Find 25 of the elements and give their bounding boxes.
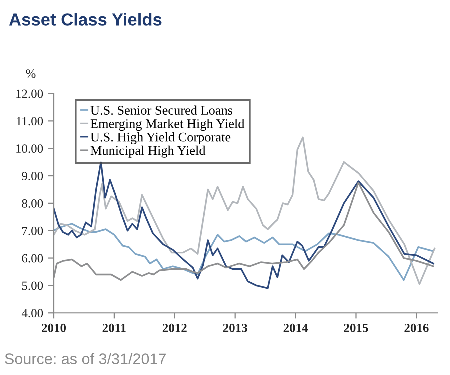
y-tick-label: 9.00 — [22, 172, 44, 181]
legend-label: U.S. High Yield Corporate — [90, 132, 231, 144]
legend-label: Municipal High Yield — [90, 146, 206, 158]
source-note: Source: as of 3/31/2017 — [5, 353, 166, 364]
line-series — [54, 223, 434, 282]
x-tick-label: 2012 — [162, 324, 187, 332]
y-tick-label: 11.00 — [17, 117, 44, 126]
y-tick-label: 4.00 — [22, 309, 44, 318]
y-tick-label: 6.00 — [22, 254, 44, 263]
chart-title: Asset Class Yields — [9, 13, 162, 26]
x-tick-label: 2010 — [42, 324, 66, 332]
line-series — [54, 161, 434, 290]
y-tick-label: 12.00 — [16, 90, 44, 98]
x-tick-label: 2011 — [102, 324, 126, 332]
y-tick-label: 7.00 — [22, 226, 44, 236]
x-tick-label: 2016 — [404, 324, 429, 332]
y-tick-label: 5.00 — [22, 282, 44, 290]
x-tick-label: 2015 — [344, 324, 368, 332]
legend-label: Emerging Market High Yield — [90, 119, 245, 132]
x-tick-label: 2013 — [223, 324, 248, 332]
y-tick-label: 8.00 — [22, 199, 44, 208]
y-tick-label: 10.00 — [16, 144, 44, 154]
legend-label: U.S. Senior Secured Loans — [90, 106, 233, 116]
x-tick-label: 2014 — [284, 324, 308, 332]
y-axis-title: % — [26, 70, 36, 78]
